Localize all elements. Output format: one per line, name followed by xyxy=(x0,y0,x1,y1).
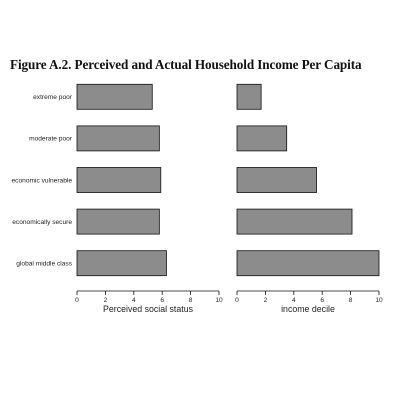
x-tick-label: 6 xyxy=(160,297,164,304)
category-label: extreme poor xyxy=(33,94,73,101)
category-label: economically secure xyxy=(12,219,72,226)
x-tick-label: 0 xyxy=(235,297,239,304)
x-tick-label: 8 xyxy=(189,297,193,304)
bar xyxy=(76,208,160,235)
bar xyxy=(76,167,162,193)
bar xyxy=(76,83,153,110)
bar xyxy=(236,208,353,235)
perceived-status-panel: extreme poor moderate poor economic vulner… xyxy=(12,83,223,314)
x-tick-label: 8 xyxy=(349,297,353,304)
bar xyxy=(236,250,380,277)
x-tick-label: 2 xyxy=(264,297,268,304)
figure-title: Figure A.2. Perceived and Actual Househo… xyxy=(10,57,362,72)
x-tick-label: 10 xyxy=(215,297,223,304)
x-tick-label: 10 xyxy=(375,297,383,304)
x-axis-title: Perceived social status xyxy=(103,304,194,314)
bar xyxy=(76,250,167,277)
category-label: economic vulnerable xyxy=(12,177,73,184)
category-label: moderate poor xyxy=(29,136,73,143)
x-tick-label: 2 xyxy=(104,297,108,304)
bar xyxy=(236,83,262,110)
x-tick-label: 4 xyxy=(132,297,136,304)
bar xyxy=(236,125,288,152)
x-axis-title: income decile xyxy=(281,304,335,314)
x-tick-label: 6 xyxy=(320,297,324,304)
x-tick-label: 4 xyxy=(292,297,296,304)
category-label: global middle class xyxy=(16,261,72,268)
bar xyxy=(236,167,317,193)
bar xyxy=(76,125,160,152)
x-tick-label: 0 xyxy=(75,297,79,304)
income-decile-panel: 0 2 4 6 8 10 income decile xyxy=(235,83,383,314)
